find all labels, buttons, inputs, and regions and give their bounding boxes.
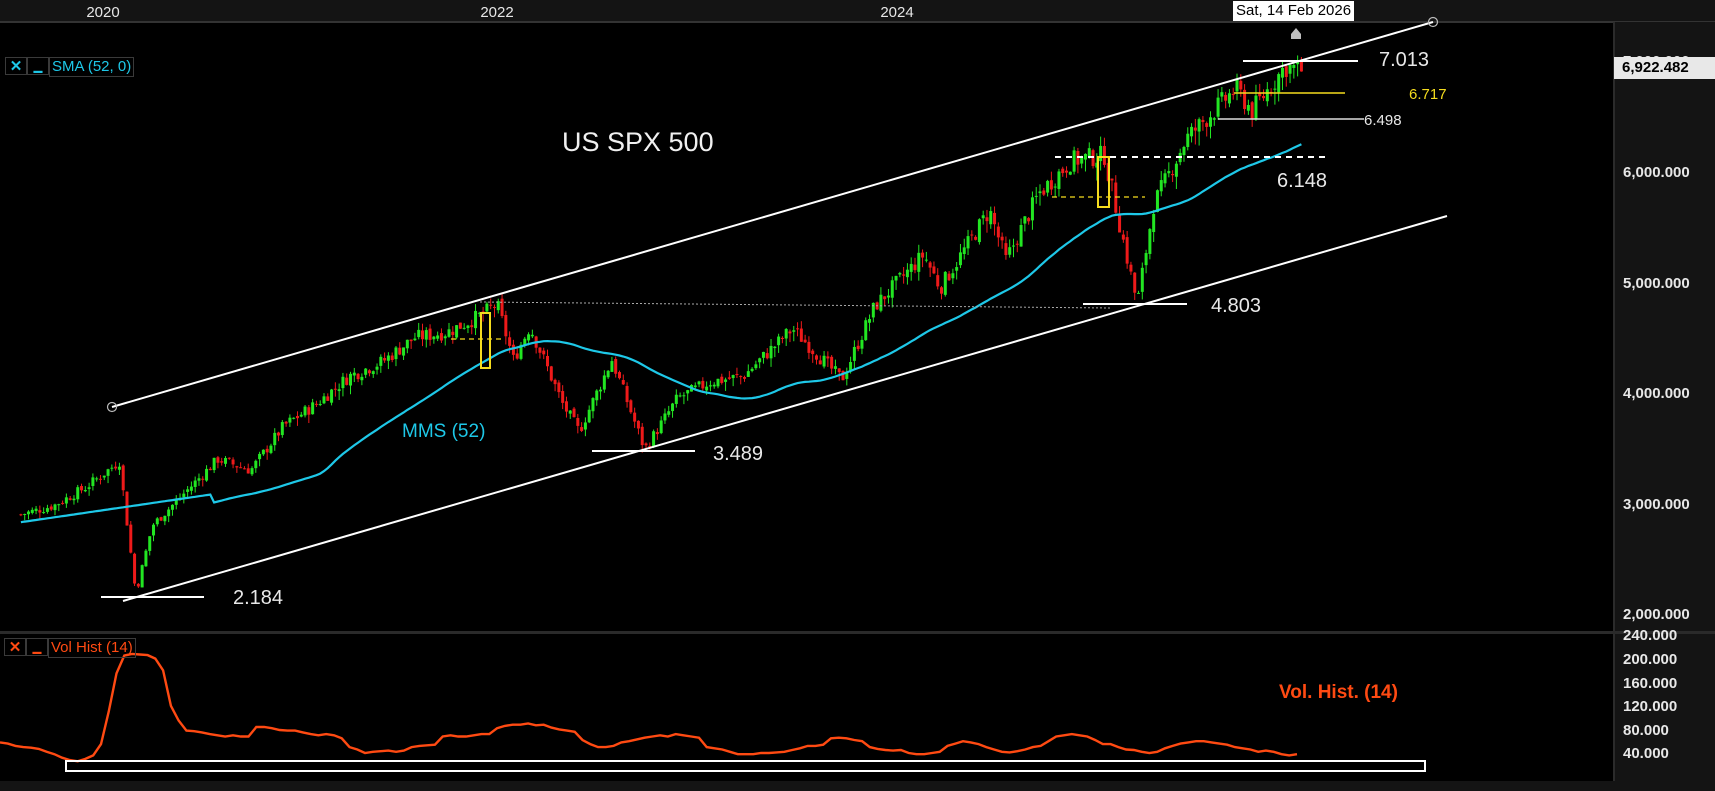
vol-legend-label[interactable]: Vol Hist (14) (48, 638, 136, 658)
svg-text:40.000: 40.000 (1623, 745, 1669, 762)
level-label-4803: 4.803 (1211, 295, 1261, 317)
svg-text:4,000.000: 4,000.000 (1623, 385, 1690, 402)
vol-axis-labels: 240.000 200.000 160.000 120.000 80.000 4… (1623, 627, 1677, 762)
svg-text:5,000.000: 5,000.000 (1623, 275, 1690, 292)
highlight-box-2025[interactable] (1097, 156, 1110, 208)
level-label-7013: 7.013 (1379, 49, 1429, 71)
minimize-icon: ▁ (32, 641, 42, 654)
vol-close-button[interactable]: ✕ (4, 638, 26, 656)
vol-legend: ✕ ▁ Vol Hist (14) (4, 638, 136, 658)
vol-minimize-button[interactable]: ▁ (26, 638, 48, 656)
last-price-badge: 6,922.482 (1614, 57, 1715, 79)
year-label-2022: 2022 (480, 4, 513, 21)
minimize-icon: ▁ (33, 60, 43, 73)
level-label-3489: 3.489 (713, 443, 763, 465)
svg-text:120.000: 120.000 (1623, 698, 1677, 715)
channel-anchor-handle[interactable] (1427, 16, 1439, 28)
panel-divider[interactable] (0, 631, 1715, 634)
svg-text:200.000: 200.000 (1623, 651, 1677, 668)
candlestick-series (19, 55, 1303, 588)
sma-legend-label[interactable]: SMA (52, 0) (49, 57, 135, 77)
lower-channel-line[interactable] (122, 215, 1448, 602)
close-icon: ✕ (9, 58, 23, 75)
year-label-2020: 2020 (86, 4, 119, 21)
svg-text:6,000.000: 6,000.000 (1623, 164, 1690, 181)
vol-chart-label: Vol. Hist. (14) (1279, 682, 1398, 703)
vol-low-zone-box[interactable] (65, 760, 1426, 772)
svg-text:3,000.000: 3,000.000 (1623, 496, 1690, 513)
cursor-date-tooltip: Sat, 14 Feb 2026 (1233, 1, 1355, 21)
svg-text:240.000: 240.000 (1623, 627, 1677, 644)
sma-chart-label: MMS (52) (402, 421, 485, 442)
year-label-2024: 2024 (880, 4, 913, 21)
sma-minimize-button[interactable]: ▁ (27, 57, 49, 75)
level-label-6717: 6.717 (1409, 86, 1447, 103)
sma-close-button[interactable]: ✕ (5, 57, 27, 75)
chart-title: US SPX 500 (562, 127, 714, 157)
cursor-marker-icon[interactable] (1291, 28, 1301, 39)
vol-hist-line (0, 652, 1298, 763)
highlight-box-2022[interactable] (480, 312, 491, 369)
sma-line (20, 143, 1302, 524)
upper-channel-line[interactable] (111, 21, 1434, 408)
level-label-6498: 6.498 (1364, 112, 1402, 129)
channel-anchor-handle[interactable] (106, 401, 118, 413)
svg-text:2,000.000: 2,000.000 (1623, 606, 1690, 623)
svg-text:160.000: 160.000 (1623, 675, 1677, 692)
sma-legend: ✕ ▁ SMA (52, 0) (5, 57, 135, 77)
price-axis[interactable] (1614, 22, 1715, 791)
time-axis-bar (0, 0, 1715, 22)
dotted-resistance-line[interactable] (479, 301, 1111, 309)
level-label-6148: 6.148 (1277, 170, 1327, 192)
svg-text:80.000: 80.000 (1623, 722, 1669, 739)
close-icon: ✕ (8, 639, 22, 656)
level-label-2184: 2.184 (233, 587, 283, 609)
